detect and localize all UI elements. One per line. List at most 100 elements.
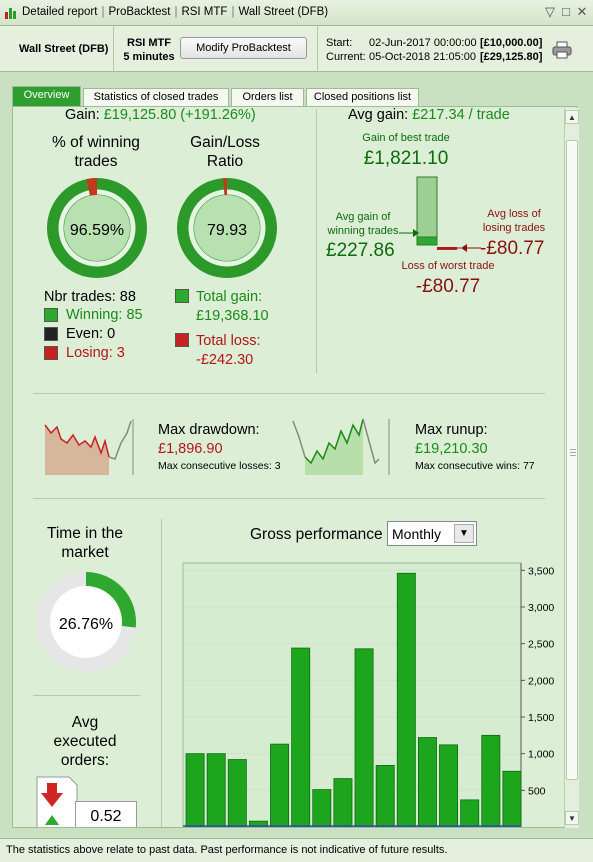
bar[interactable] (396, 572, 416, 827)
total-loss-value: -£242.30 (196, 352, 254, 368)
winning-swatch (44, 308, 58, 322)
total-gain-label: Total gain: (196, 289, 263, 305)
winning-count: Winning: 85 (66, 307, 143, 323)
best-trade-value: £1,821.10 (363, 148, 449, 169)
minimize-icon[interactable]: ▽ (545, 4, 555, 19)
tab-overview[interactable]: Overview (12, 86, 81, 106)
period-select[interactable]: Monthly ▼ (387, 521, 477, 546)
avg-winning-label-1: Avg gain of (335, 211, 391, 223)
bar[interactable] (354, 648, 374, 827)
modify-probacktest-button[interactable]: Modify ProBacktest (180, 37, 307, 59)
tab-statistics-closed-trades[interactable]: Statistics of closed trades (83, 88, 229, 106)
bar[interactable] (375, 764, 395, 827)
breadcrumb-detailed-report[interactable]: Detailed report (22, 6, 98, 18)
period-select-value: Monthly (392, 526, 442, 542)
strategy-cell: RSI MTF 5 minutes Modify ProBacktest (114, 26, 318, 72)
gain-loss-ratio-value: 79.93 (207, 222, 247, 239)
bar[interactable] (206, 753, 226, 827)
bar[interactable] (227, 759, 247, 827)
even-swatch (44, 327, 58, 341)
worst-trade-value: -£80.77 (415, 276, 481, 297)
time-in-market-donut: 26.76% (36, 572, 136, 672)
total-loss-swatch (175, 333, 189, 347)
bar[interactable] (417, 737, 437, 827)
chevron-down-icon[interactable]: ▼ (454, 524, 474, 543)
even-count: Even: 0 (66, 326, 116, 342)
arrow-right-icon (399, 229, 419, 237)
y-tick-label: 2,500 (528, 639, 554, 651)
orders-icon (36, 776, 78, 827)
winning-title-line2: trades (74, 153, 118, 170)
arrow-left-icon (461, 244, 481, 252)
chart-app-icon (5, 8, 16, 19)
trade-range-graphic (416, 176, 461, 250)
avg-gain-value: £217.34 / trade (412, 107, 510, 123)
scroll-thumb[interactable] (566, 140, 578, 780)
strategy-name: RSI MTF (127, 37, 171, 49)
avg-winning-value: £227.86 (326, 240, 395, 261)
breadcrumb-strategy[interactable]: RSI MTF (181, 6, 228, 18)
tab-bar: Overview Statistics of closed trades Ord… (0, 84, 593, 106)
start-label: Start: (326, 37, 353, 49)
total-gain-value: £19,368.10 (196, 308, 269, 324)
bar[interactable] (312, 789, 332, 827)
losing-count: Losing: 3 (66, 345, 125, 361)
scroll-up-arrow-icon[interactable]: ▲ (565, 110, 579, 124)
current-amount: [£29,125.80] (480, 51, 543, 63)
start-amount: [£10,000.00] (480, 37, 543, 49)
bar[interactable] (481, 734, 501, 827)
losing-swatch (44, 346, 58, 360)
scroll-down-arrow-icon[interactable]: ▼ (565, 811, 579, 825)
runup-title: Max runup: (415, 422, 488, 438)
avg-losing-label-2: losing trades (482, 222, 546, 234)
bar[interactable] (270, 743, 290, 827)
gainloss-title-line2: Ratio (206, 153, 244, 170)
divider (161, 519, 162, 827)
close-icon[interactable]: ✕ (576, 4, 588, 19)
tab-orders-list[interactable]: Orders list (231, 88, 304, 106)
avg-gain-label: Avg gain: (348, 107, 409, 123)
best-trade-label: Gain of best trade (362, 132, 450, 144)
gain-summary: Gain: £19,125.80 (+191.26%) (65, 107, 256, 123)
vertical-scrollbar[interactable]: ▲ ▼ (564, 108, 579, 828)
gross-performance-chart: 3,500 3,000 2,500 2,000 1,500 1,000 500 (182, 562, 554, 827)
winning-trades-title: % of winning trades (31, 133, 161, 171)
gain-loss-ratio-title: Gain/Loss Ratio (160, 133, 290, 171)
y-tick-label: 3,500 (528, 565, 554, 577)
gross-performance-title: Gross performance (250, 526, 383, 543)
breadcrumb-instrument[interactable]: Wall Street (DFB) (238, 6, 329, 18)
bar[interactable] (460, 799, 480, 827)
gainloss-title-line1: Gain/Loss (190, 134, 260, 151)
bar[interactable] (502, 770, 522, 827)
breadcrumb: Detailed report | ProBacktest | RSI MTF | Wall… (22, 6, 329, 18)
winning-title-line1: % of winning (52, 134, 140, 151)
restore-icon[interactable]: □ (562, 4, 570, 19)
orders-title-line3: orders: (60, 752, 110, 769)
bar[interactable] (439, 744, 459, 827)
divider (316, 109, 317, 373)
bar[interactable] (291, 647, 311, 827)
y-tick-label: 1,500 (528, 712, 554, 724)
current-date: 05-Oct-2018 21:05:00 (369, 51, 477, 63)
breadcrumb-probacktest[interactable]: ProBacktest (108, 6, 171, 18)
drawdown-sub: Max consecutive losses: 3 (158, 460, 281, 472)
orders-title-line1: Avg (71, 714, 99, 731)
tab-closed-positions-list[interactable]: Closed positions list (306, 88, 419, 106)
time-title-line2: market (61, 544, 109, 561)
overview-panel: Gain: £19,125.80 (+191.26%) Avg gain: £2… (12, 106, 577, 828)
avg-gain-summary: Avg gain: £217.34 / trade (348, 107, 510, 123)
avg-winning-label: Avg gain of winning trades (325, 210, 401, 238)
bar[interactable] (333, 778, 353, 827)
current-label: Current: (326, 51, 366, 63)
instrument-cell: Wall Street (DFB) (0, 26, 114, 72)
worst-trade-label: Loss of worst trade (401, 260, 495, 272)
print-icon[interactable] (552, 41, 572, 59)
time-in-market-title: Time in the market (23, 524, 147, 562)
divider (33, 498, 545, 499)
time-title-line1: Time in the (46, 525, 124, 542)
bar[interactable] (185, 753, 205, 827)
title-bar: Detailed report | ProBacktest | RSI MTF | Wall… (0, 0, 593, 26)
drawdown-sparkline (44, 419, 134, 475)
drawdown-value: £1,896.90 (158, 441, 223, 457)
avg-winning-label-2: winning trades (327, 225, 399, 237)
